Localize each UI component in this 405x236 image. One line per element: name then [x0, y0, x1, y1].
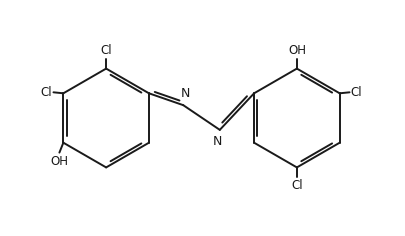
Text: N: N — [213, 135, 222, 148]
Text: N: N — [181, 87, 190, 100]
Text: OH: OH — [288, 44, 306, 57]
Text: Cl: Cl — [41, 86, 53, 99]
Text: OH: OH — [50, 155, 68, 168]
Text: Cl: Cl — [100, 44, 112, 57]
Text: Cl: Cl — [351, 86, 362, 99]
Text: Cl: Cl — [291, 179, 303, 192]
